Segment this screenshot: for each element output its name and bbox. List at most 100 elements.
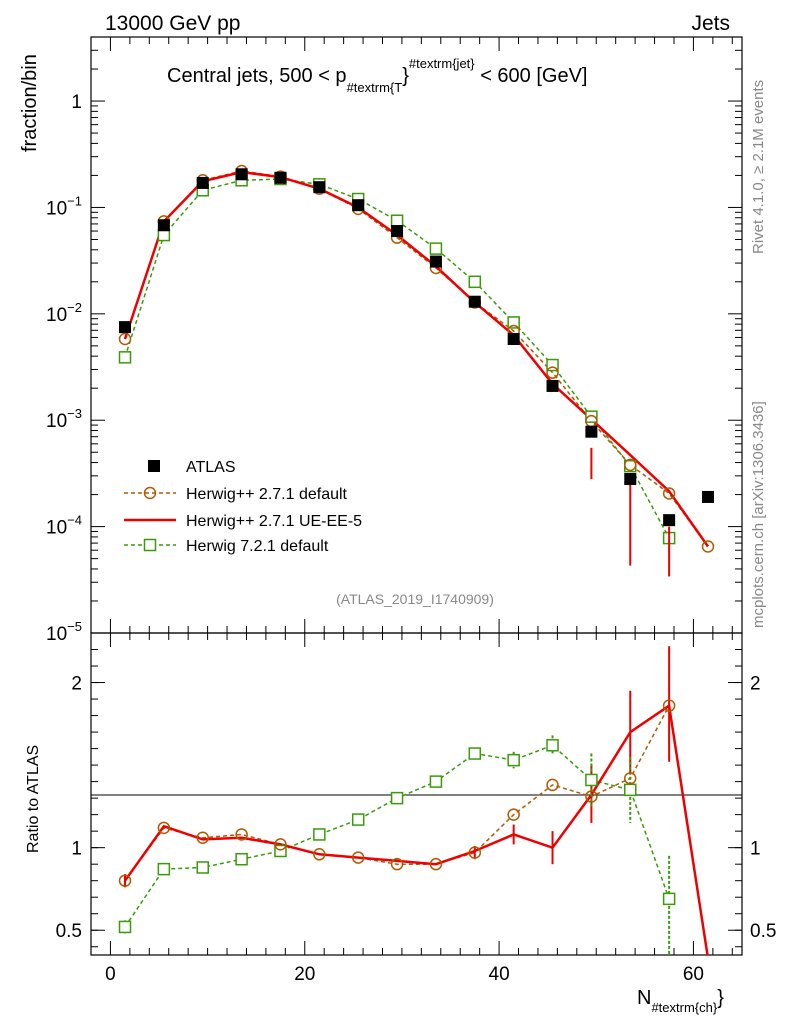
main-point-atlas [196,176,209,189]
ratio-point-hpp-default [313,848,326,861]
ratio-point-hpp-default [468,846,482,859]
analysis-tag: (ATLAS_2019_I1740909) [336,591,494,607]
main-point-atlas [663,514,676,527]
ratio-point-hpp-default [196,831,209,845]
main-ylabel: fraction/bin [19,54,41,152]
main-y-tick-label: 10−5 [46,619,82,645]
main-point-atlas [546,379,559,392]
ratio-line-hpp-default [124,705,670,882]
main-point-herwig7 [118,351,132,364]
x-axis-label-sub: #textrm{ch} [651,1000,717,1015]
main-point-atlas [624,473,637,486]
ratio-point-herwig7 [390,791,404,805]
ratio-point-hpp-default [507,808,520,821]
rivet-label: Rivet 4.1.0, ≥ 2.1M events [750,80,767,254]
main-point-herwig7 [429,242,443,255]
ratio-point-herwig7 [235,852,248,866]
plot-title-main: Central jets, 500 < p [167,65,347,87]
main-point-atlas [235,168,248,181]
main-point-atlas [429,255,442,268]
legend-atlas-marker [148,460,160,472]
plot-title-sub: #textrm{T [347,80,403,95]
legend-atlas-label: ATLAS [186,459,236,476]
main-point-herwig7 [390,214,404,227]
main-point-hpp-default [118,332,132,346]
ratio-ylabel: Ratio to ATLAS [25,745,42,853]
ratio-point-herwig7 [624,783,637,797]
main-point-atlas [391,225,404,238]
ratio-point-herwig7 [274,844,287,858]
ratio-y-tick-label: 2 [71,674,82,695]
main-point-atlas [352,199,365,212]
legend: ATLAS Herwig++ 2.7.1 default Herwig++ 2.… [124,459,362,555]
x-axis-label-brace: } [717,987,724,1009]
ratio-point-hpp-default [546,778,559,792]
ratio-point-hpp-default [351,851,365,864]
header-left: 13000 GeV pp [105,12,240,35]
legend-h7-marker [143,538,157,552]
ratio-point-herwig7 [662,892,676,906]
ratio-y-tick-label: 0.5 [56,921,82,942]
plot-title: Central jets, 500 < p#textrm{T}#textrm{j… [167,56,588,95]
main-y-tick-base: 1 [71,92,82,113]
axes-ticks: 110−110−210−310−410−50.5 0.51 12 20 20 40 60 [46,36,776,985]
x-tick-label: 0 [105,964,116,985]
ratio-line-hpp-ue [123,703,709,955]
main-y-tick-exponent: −5 [67,619,82,634]
main-point-herwig7 [546,358,559,372]
main-y-tick-label: 10−2 [46,300,82,326]
header-right: Jets [691,12,730,35]
main-y-tick-label: 1 [71,92,82,113]
main-point-atlas [585,425,598,438]
ratio-point-herwig7 [546,739,559,752]
main-y-tick-exponent: −3 [67,406,82,421]
main-y-tick-label: 10−1 [46,193,82,219]
main-point-atlas [507,333,520,346]
main-y-tick-base: 10 [46,624,67,645]
ratio-point-hpp-default [585,790,598,803]
ratio-marks [118,646,709,955]
main-point-hpp-default [546,366,559,379]
main-point-atlas [701,490,714,503]
ratio-point-hpp-default [235,828,248,841]
main-y-tick-base: 10 [46,305,67,326]
plot-title-sup: #textrm{jet} [409,56,475,71]
ratio-panel-frame [90,632,743,956]
ratio-point-herwig7 [118,920,132,934]
ratio-point-hpp-default [429,857,443,871]
main-y-tick-base: 10 [46,518,67,539]
main-point-atlas [119,321,132,334]
ratio-point-herwig7 [313,828,326,841]
ratio-y-tick-label-right: 2 [750,674,761,695]
legend-h7-label: Herwig 7.2.1 default [186,538,329,555]
ratio-point-herwig7 [429,775,443,788]
main-point-herwig7 [468,275,482,289]
main-y-tick-exponent: −2 [67,300,82,315]
ratio-point-hpp-default [274,838,287,851]
main-y-tick-exponent: −1 [67,193,82,208]
ratio-clipped [118,646,709,955]
ratio-point-hpp-default [390,857,404,871]
main-point-atlas [313,181,326,194]
ratio-point-hpp-default [662,699,676,712]
main-marks [118,164,715,577]
ratio-point-herwig7 [585,773,598,787]
main-point-herwig7 [507,316,520,329]
ratio-y-tick-label-right: 1 [750,839,761,860]
main-y-tick-base: 10 [46,411,67,432]
main-point-atlas [274,171,287,184]
main-point-atlas [468,295,481,308]
ratio-point-herwig7 [507,753,520,767]
main-point-herwig7 [585,410,598,423]
main-line-hpp-ue [123,170,710,548]
x-axis-label-main: N [637,987,651,1009]
ratio-point-herwig7 [157,862,171,876]
x-axis-label: N#textrm{ch}} [637,987,724,1015]
ratio-point-hpp-default [624,772,637,785]
plot-title-end: < 600 [GeV] [475,65,588,87]
x-tick-label: 60 [683,964,704,985]
main-point-hpp-default [662,487,676,500]
ratio-line-herwig7 [124,744,670,928]
main-y-tick-exponent: −4 [67,513,82,528]
